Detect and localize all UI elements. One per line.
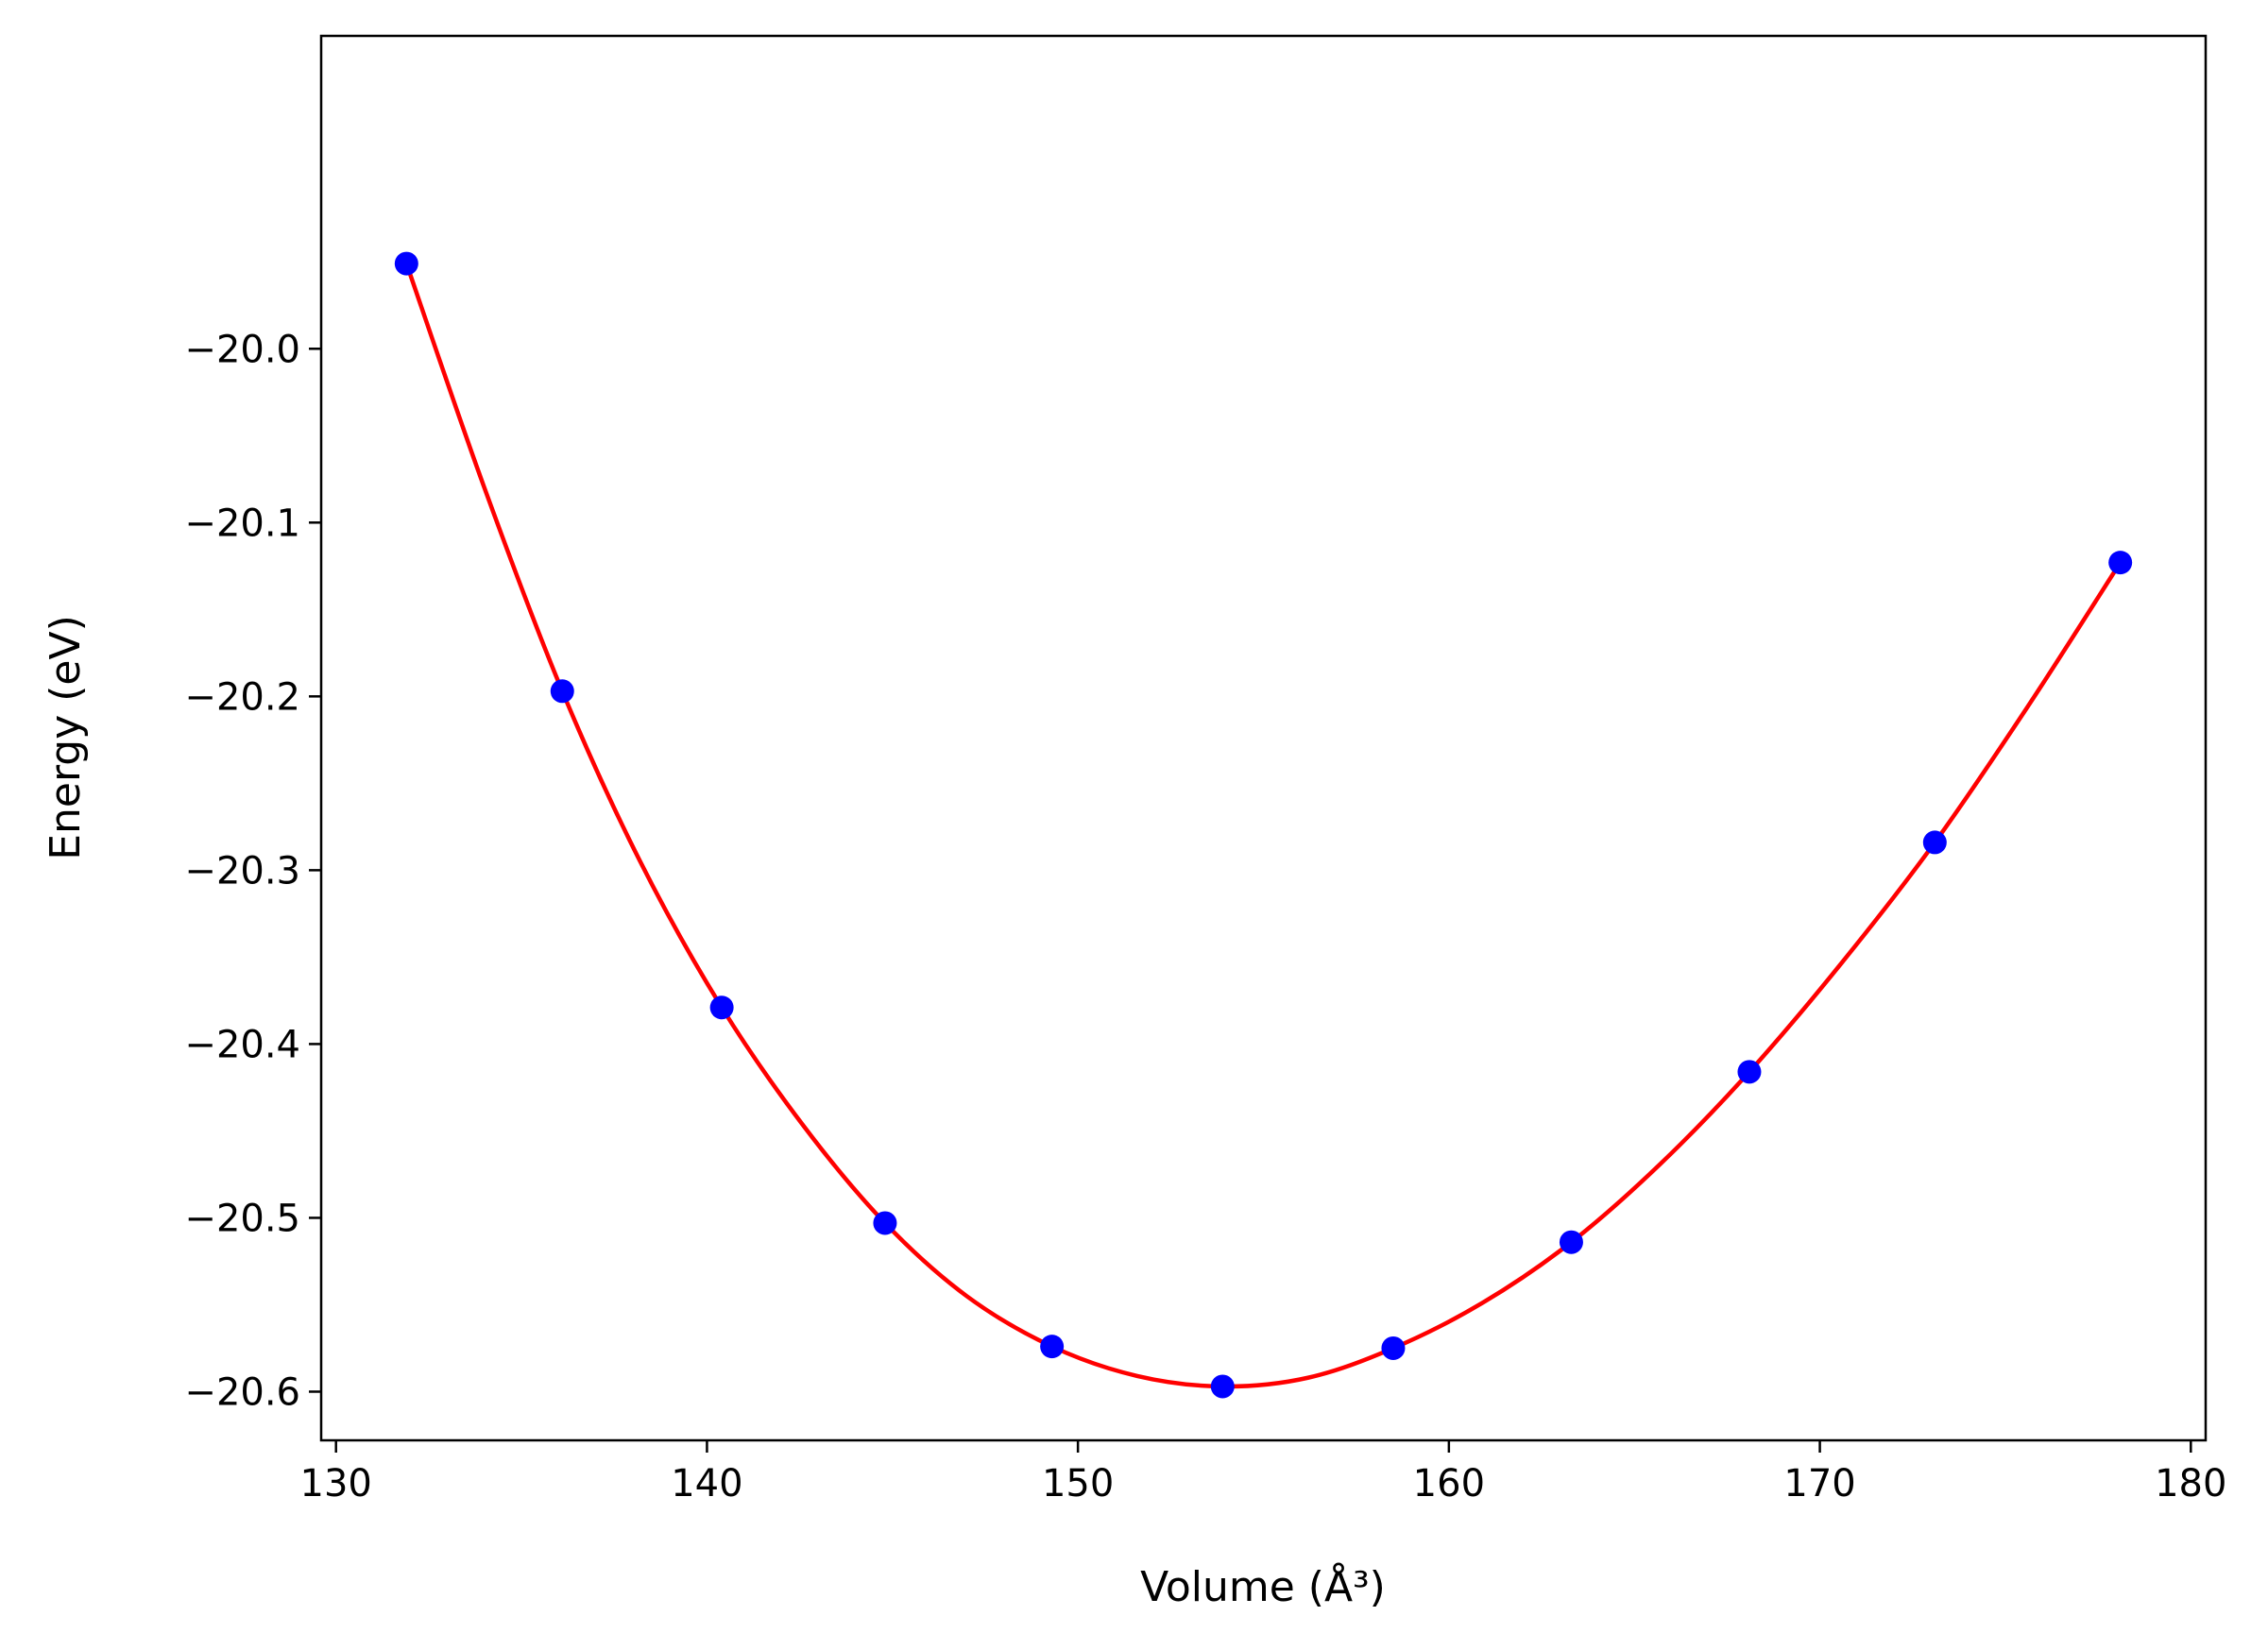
data-point xyxy=(1737,1060,1762,1084)
plot-frame xyxy=(319,34,2208,1442)
x-axis: 130 140 150 160 170 180 xyxy=(300,1440,2226,1505)
x-tick-label: 160 xyxy=(1413,1462,1485,1505)
data-point xyxy=(1922,830,1947,855)
data-point xyxy=(394,251,418,276)
data-point xyxy=(2108,551,2133,575)
y-tick-label: −20.6 xyxy=(184,1370,300,1414)
x-tick-label: 140 xyxy=(671,1462,742,1505)
y-tick-label: −20.5 xyxy=(184,1197,300,1240)
y-tick-label: −20.2 xyxy=(184,675,300,719)
x-tick-label: 170 xyxy=(1783,1462,1855,1505)
data-point xyxy=(550,679,574,704)
y-tick-label: −20.1 xyxy=(184,502,300,545)
data-point xyxy=(873,1211,897,1235)
y-axis-label: Energy (eV) xyxy=(42,615,90,860)
y-tick-label: −20.4 xyxy=(184,1023,300,1066)
data-point xyxy=(709,995,734,1020)
data-point xyxy=(1559,1230,1583,1254)
y-tick-label: −20.0 xyxy=(184,328,300,371)
x-tick-label: 150 xyxy=(1042,1462,1114,1505)
series-layer xyxy=(394,251,2133,1399)
x-axis-label: Volume (Å³) xyxy=(1140,1561,1386,1611)
y-tick-label: −20.3 xyxy=(184,849,300,893)
data-point xyxy=(1381,1335,1406,1360)
x-tick-label: 180 xyxy=(2155,1462,2226,1505)
x-tick-label: 130 xyxy=(300,1462,372,1505)
y-axis: −20.0 −20.1 −20.2 −20.3 −20.4 −20.5 −20.6 xyxy=(184,328,321,1414)
data-point xyxy=(1040,1335,1065,1359)
fit-curve-line xyxy=(404,261,2123,1389)
data-point xyxy=(1210,1374,1235,1399)
